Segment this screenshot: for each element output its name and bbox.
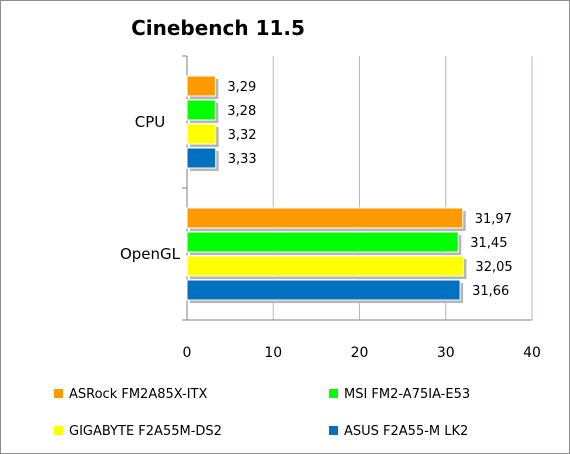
legend-swatch [54,389,63,398]
x-tick-label: 30 [437,345,455,361]
category-label: CPU [135,113,166,131]
legend-label: GIGABYTE F2A55M-DS2 [69,424,222,439]
bar [186,207,464,229]
bar [186,99,216,121]
bar [186,255,464,277]
legend-label: ASUS F2A55-M LK2 [344,424,468,439]
bar [186,123,217,145]
bar [186,147,217,169]
x-tick-label: 40 [523,345,541,361]
data-label: 3,28 [227,104,256,119]
legend-swatch [329,426,338,435]
data-label: 32,05 [475,260,512,275]
legend-swatch [329,389,338,398]
x-tick-label: 0 [183,345,192,361]
data-label: 31,45 [470,236,507,251]
legend-label: MSI FM2-A75IA-E53 [344,387,470,402]
bar [186,231,459,253]
category-label: OpenGL [120,245,181,263]
data-label: 3,33 [228,152,257,167]
data-label: 31,66 [472,284,509,299]
data-label: 3,29 [227,80,256,95]
legend-swatch [54,426,63,435]
data-label: 3,32 [228,128,257,143]
bar [186,279,461,301]
bar [186,75,216,97]
data-label: 31,97 [475,212,512,227]
legend-label: ASRock FM2A85X-ITX [69,387,207,402]
x-tick-label: 20 [351,345,369,361]
x-tick-label: 10 [264,345,282,361]
chart-title: Cinebench 11.5 [131,16,305,40]
